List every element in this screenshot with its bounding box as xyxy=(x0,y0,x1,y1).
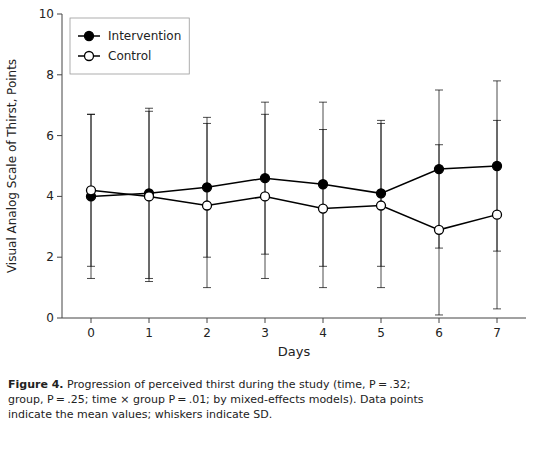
y-tick-label: 4 xyxy=(46,189,54,203)
x-tick xyxy=(207,318,208,323)
error-cap xyxy=(203,117,211,118)
point xyxy=(261,192,270,201)
background xyxy=(0,0,542,458)
y-tick-label: 8 xyxy=(46,68,54,82)
x-tick xyxy=(323,318,324,323)
caption-line: Progression of perceived thirst during t… xyxy=(64,378,411,391)
point xyxy=(145,192,154,201)
series-line xyxy=(91,190,497,230)
error-bar xyxy=(377,123,385,287)
y-tick-label: 2 xyxy=(46,250,54,264)
x-tick xyxy=(91,318,92,323)
y-tick xyxy=(57,14,62,15)
y-axis-line xyxy=(62,14,63,318)
x-tick-label: 5 xyxy=(377,326,385,340)
error-cap xyxy=(145,281,153,282)
caption: Progression of perceived thirst during t… xyxy=(8,378,424,421)
error-cap xyxy=(319,102,327,103)
error-cap xyxy=(493,120,501,121)
legend: Intervention Control xyxy=(70,18,189,74)
error-bar xyxy=(319,130,327,288)
chart: 0 2 4 6 8 10 0 1 2 3 4 5 6 7 Days Visual Analog Scale o… xyxy=(0,0,542,458)
x-tick xyxy=(381,318,382,323)
error-cap xyxy=(261,114,269,115)
x-tick xyxy=(265,318,266,323)
y-axis-label: Visual Analog Scale of Thirst, Points xyxy=(5,59,19,273)
x-tick-label: 0 xyxy=(87,326,95,340)
y-tick-label: 6 xyxy=(46,129,54,143)
error-bar xyxy=(87,114,95,266)
point xyxy=(493,210,502,219)
error-cap xyxy=(261,102,269,103)
error-cap xyxy=(203,123,211,124)
error-cap xyxy=(87,114,95,115)
error-cap xyxy=(435,314,443,315)
error-cap xyxy=(145,108,153,109)
error-cap xyxy=(87,278,95,279)
y-tick xyxy=(57,257,62,258)
error-cap xyxy=(493,308,501,309)
caption-label: Figure 4. xyxy=(8,378,64,391)
legend-box xyxy=(70,18,189,74)
x-tick xyxy=(149,318,150,323)
error-cap xyxy=(435,90,443,91)
y-tick xyxy=(57,196,62,197)
point xyxy=(87,186,96,195)
y-tick xyxy=(57,74,62,75)
error-cap xyxy=(145,111,153,112)
error-cap xyxy=(319,287,327,288)
error-cap xyxy=(377,123,385,124)
x-tick-label: 6 xyxy=(435,326,443,340)
x-tick-label: 4 xyxy=(319,326,327,340)
x-axis-label: Days xyxy=(278,344,311,359)
error-bar xyxy=(87,114,95,278)
x-tick-label: 3 xyxy=(261,326,269,340)
caption-line: group, ​P​ = .25; time × group ​P​ = .01… xyxy=(8,393,424,406)
legend-label: Control xyxy=(108,49,151,63)
x-tick-label: 7 xyxy=(493,326,501,340)
error-cap xyxy=(261,278,269,279)
x-tick-label: 2 xyxy=(203,326,211,340)
error-cap xyxy=(319,129,327,130)
x-tick xyxy=(439,318,440,323)
y-tick-label: 0 xyxy=(46,311,54,325)
x-tick xyxy=(497,318,498,323)
y-tick-label: 10 xyxy=(39,7,54,21)
error-bar xyxy=(145,111,153,281)
x-axis-line xyxy=(62,318,526,319)
x-tick-label: 1 xyxy=(145,326,153,340)
caption-line: indicate the mean values; whiskers indic… xyxy=(8,408,272,421)
error-cap xyxy=(435,144,443,145)
error-cap xyxy=(203,287,211,288)
y-tick xyxy=(57,135,62,136)
error-bar xyxy=(493,120,501,308)
error-bar xyxy=(203,123,211,287)
error-bar xyxy=(261,114,269,278)
error-cap xyxy=(377,287,385,288)
legend-marker xyxy=(85,32,94,41)
point xyxy=(377,201,386,210)
legend-label: Intervention xyxy=(108,29,181,43)
y-tick xyxy=(57,318,62,319)
error-whisker xyxy=(91,114,92,278)
point xyxy=(203,201,212,210)
point xyxy=(319,204,328,213)
legend-marker xyxy=(85,52,94,61)
error-cap xyxy=(87,114,95,115)
plot-area xyxy=(87,81,502,315)
error-cap xyxy=(493,80,501,81)
point xyxy=(435,225,444,234)
error-bar xyxy=(435,145,443,315)
error-cap xyxy=(377,120,385,121)
error-cap xyxy=(87,266,95,267)
